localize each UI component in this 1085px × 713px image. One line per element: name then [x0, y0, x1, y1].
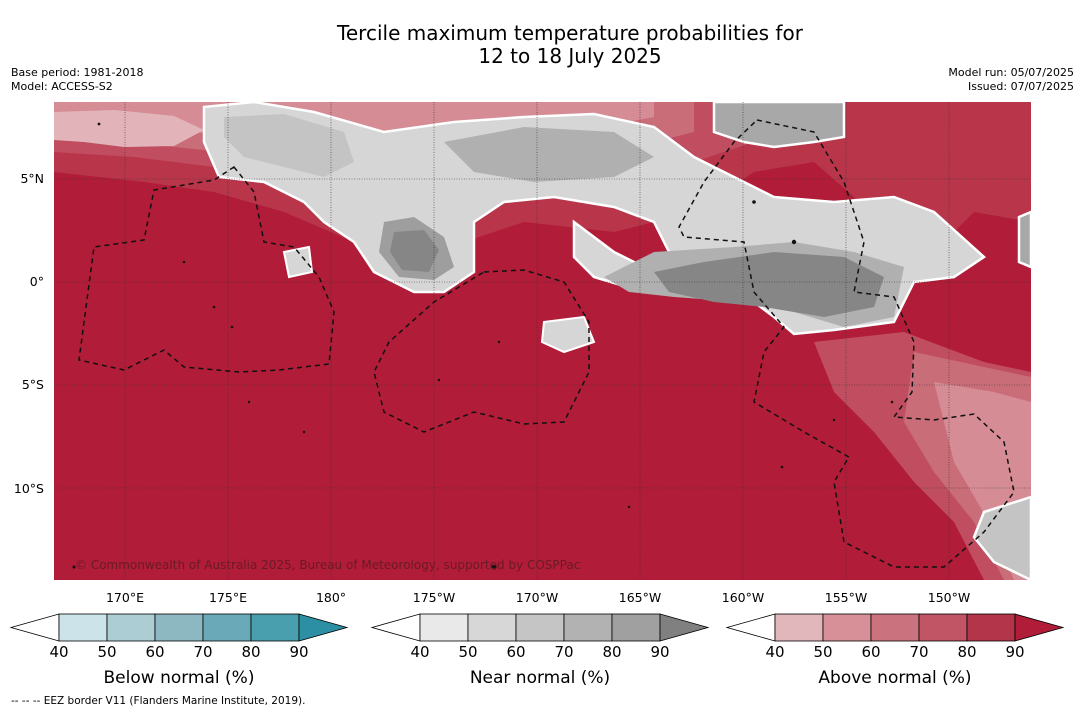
colorbar-segment: [250, 613, 300, 642]
eez-borders: [78, 119, 1015, 568]
copyright-notice: © Commonwealth of Australia 2025, Bureau…: [75, 558, 581, 572]
colorbar-right-extend: [1014, 613, 1065, 642]
region-near-small-south: [540, 315, 596, 354]
base-period: Base period: 1981-2018: [11, 66, 144, 79]
colorbar-left-extend: [370, 613, 421, 642]
above-normal-label: Above normal (%): [818, 668, 972, 688]
colorbar-segment: [58, 613, 108, 642]
lon-tick-150w: 150°W: [927, 590, 971, 605]
colorbars: [9, 613, 1065, 642]
cb0-tick-50: 50: [97, 643, 117, 661]
colorbar-near-normal: [370, 613, 710, 642]
colorbar-right-extend: [298, 613, 349, 642]
near-normal-label: Near normal (%): [469, 668, 611, 688]
lon-tick-170e: 170°E: [105, 590, 144, 605]
region-near-60-north: [224, 114, 354, 177]
region-near-ne-corner: [1017, 210, 1031, 269]
colorbar-segment: [563, 613, 613, 642]
cb0-tick-40: 40: [49, 643, 69, 661]
cb0-tick-80: 80: [241, 643, 261, 661]
lat-tick-5s: 5°S: [21, 377, 44, 392]
region-near-se-corner: [972, 495, 1031, 580]
title-line-2: 12 to 18 July 2025: [478, 44, 662, 68]
cb2-tick-90: 90: [1005, 643, 1025, 661]
cb0-tick-60: 60: [145, 643, 165, 661]
cb1-tick-80: 80: [602, 643, 622, 661]
cb0-tick-70: 70: [193, 643, 213, 661]
title-line-1: Tercile maximum temperature probabilitie…: [337, 21, 803, 45]
colorbar-segment: [774, 613, 824, 642]
cb2-tick-70: 70: [909, 643, 929, 661]
cb2-tick-40: 40: [765, 643, 785, 661]
colorbar-left-extend: [9, 613, 60, 642]
cb1-tick-70: 70: [554, 643, 574, 661]
colorbar-right-extend: [659, 613, 710, 642]
cb1-tick-40: 40: [410, 643, 430, 661]
region-near-90-center: [390, 230, 439, 272]
colorbar-segment: [870, 613, 920, 642]
colorbar-segment: [202, 613, 252, 642]
islands: [72, 122, 894, 570]
cb0-tick-90: 90: [289, 643, 309, 661]
lon-tick-175e: 175°E: [208, 590, 247, 605]
cb2-tick-80: 80: [957, 643, 977, 661]
model-name: Model: ACCESS-S2: [11, 80, 113, 93]
lon-tick-175w: 175°W: [412, 590, 456, 605]
lat-tick-0: 0°: [29, 274, 44, 289]
colorbar-segment: [966, 613, 1016, 642]
map-title: Tercile maximum temperature probabilitie…: [0, 22, 1085, 68]
eez-border-note: -- -- -- EEZ border V11 (Flanders Marine…: [11, 695, 306, 707]
colorbar-segment: [611, 613, 661, 642]
colorbar-segment: [106, 613, 156, 642]
probability-map: [54, 102, 1031, 580]
colorbar-above-normal: [725, 613, 1065, 642]
meta-left: Base period: 1981-2018 Model: ACCESS-S2: [11, 66, 143, 94]
graticule: [54, 102, 1031, 580]
lon-tick-155w: 155°W: [824, 590, 868, 605]
lon-tick-165w: 165°W: [618, 590, 662, 605]
colorbar-segment: [419, 613, 469, 642]
cb1-tick-60: 60: [506, 643, 526, 661]
region-near-70-central: [444, 127, 654, 182]
cb1-tick-90: 90: [650, 643, 670, 661]
region-near-small-west: [282, 245, 314, 279]
issued-date: Issued: 07/07/2025: [967, 80, 1074, 93]
lon-tick-170w: 170°W: [515, 590, 559, 605]
model-run: Model run: 05/07/2025: [948, 66, 1074, 79]
colorbar-below-normal: [9, 613, 349, 642]
region-above-40-nw: [54, 110, 204, 147]
colorbar-segment: [467, 613, 517, 642]
lon-tick-180: 180°: [315, 590, 347, 605]
colorbar-segment: [154, 613, 204, 642]
cb2-tick-50: 50: [813, 643, 833, 661]
colorbar-segment: [918, 613, 968, 642]
below-normal-label: Below normal (%): [103, 668, 255, 688]
cb1-tick-50: 50: [458, 643, 478, 661]
meta-right: Model run: 05/07/2025 Issued: 07/07/2025: [948, 66, 1074, 94]
colorbar-left-extend: [725, 613, 776, 642]
lon-tick-160w: 160°W: [721, 590, 765, 605]
cb2-tick-60: 60: [861, 643, 881, 661]
lat-tick-5n: 5°N: [20, 171, 44, 186]
lat-tick-10s: 10°S: [13, 481, 44, 496]
region-near-90-east: [654, 252, 884, 317]
colorbar-segment: [822, 613, 872, 642]
colorbar-segment: [515, 613, 565, 642]
